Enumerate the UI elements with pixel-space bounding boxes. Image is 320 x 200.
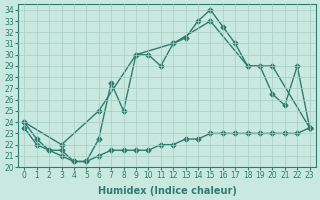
X-axis label: Humidex (Indice chaleur): Humidex (Indice chaleur) xyxy=(98,186,236,196)
